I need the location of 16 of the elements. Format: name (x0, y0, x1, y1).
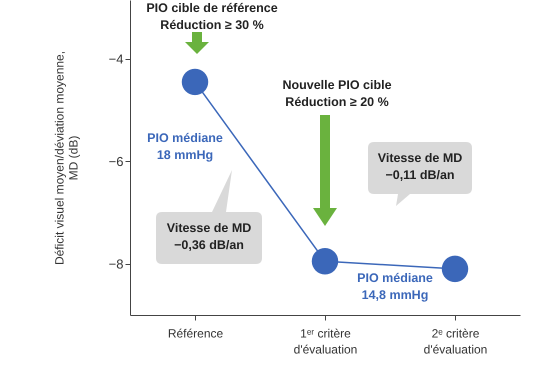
annotation: PIO médiane 14,8 mmHg (357, 271, 433, 302)
x-tick-label: 2ᵉ critère d'évaluation (424, 326, 488, 356)
point (442, 256, 468, 282)
point (182, 68, 208, 96)
annotation: Nouvelle PIO cible Réduction ≥ 20 % (282, 78, 392, 109)
y-tick-label: −6 (108, 154, 124, 169)
x-tick-label: Référence (168, 326, 224, 340)
annotation: Vitesse de MD −0,11 dB/an (378, 151, 462, 182)
point (312, 248, 338, 274)
y-axis-title: Déficit visuel moyen/déviation moyenne, MD (dB) (52, 50, 81, 266)
y-tick-label: −4 (108, 51, 124, 66)
x-tick-label: 1ᵉʳ critère d'évaluation (294, 326, 358, 356)
annotation: PIO médiane 18 mmHg (147, 131, 223, 162)
annotation: Vitesse de MD −0,36 dB/an (166, 221, 252, 252)
annotation: PIO cible de référence Réduction ≥ 30 % (146, 1, 278, 32)
y-tick-label: −8 (108, 256, 124, 272)
